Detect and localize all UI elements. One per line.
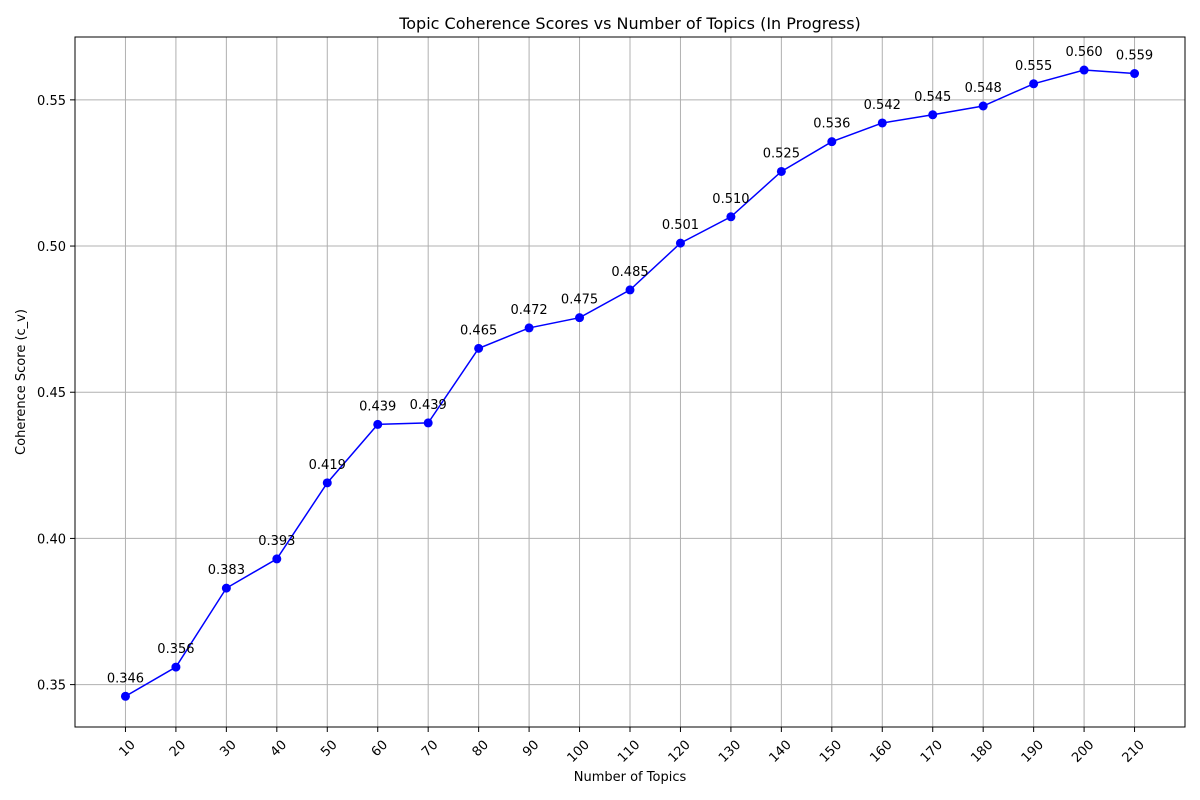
x-tick-label: 70	[419, 738, 441, 760]
y-tick-label: 0.40	[37, 532, 66, 547]
data-label: 0.346	[107, 671, 144, 686]
data-label: 0.559	[1116, 49, 1153, 64]
data-labels: 0.346 0.356 0.383 0.393 0.419 0.439 0.439 0.465…	[107, 45, 1153, 686]
x-axis-label: Number of Topics	[574, 770, 687, 785]
data-point	[423, 418, 433, 428]
data-point	[373, 419, 383, 429]
x-tick-label: 200	[1069, 738, 1097, 766]
y-axis: 0.35 0.40 0.45 0.50 0.55	[37, 94, 75, 694]
data-point	[272, 554, 282, 564]
y-tick-label: 0.45	[37, 386, 66, 401]
y-tick-label: 0.35	[37, 679, 66, 694]
data-label: 0.555	[1015, 59, 1052, 74]
data-point	[524, 323, 534, 333]
data-point	[171, 662, 181, 672]
data-label: 0.548	[965, 81, 1002, 96]
x-tick-label: 170	[918, 738, 946, 766]
x-tick-label: 30	[217, 738, 239, 760]
x-tick-label: 210	[1120, 738, 1148, 766]
data-label: 0.439	[410, 398, 447, 413]
data-point	[625, 285, 635, 295]
x-tick-label: 190	[1019, 738, 1047, 766]
data-point	[120, 691, 130, 701]
y-tick-label: 0.50	[37, 240, 66, 255]
data-point	[1130, 69, 1140, 79]
chart-title: Topic Coherence Scores vs Number of Topi…	[398, 14, 861, 33]
data-point	[1079, 65, 1089, 75]
data-point	[575, 313, 585, 323]
data-point	[1029, 79, 1039, 89]
x-tick-label: 130	[716, 738, 744, 766]
x-tick-label: 180	[968, 738, 996, 766]
x-tick-label: 40	[268, 738, 290, 760]
data-label: 0.510	[712, 192, 749, 207]
x-axis: 10 20 30 40 50 60 70 80 90 100 110 120 130 140 150 160 1…	[116, 727, 1148, 766]
x-tick-label: 100	[565, 738, 593, 766]
x-tick-label: 80	[470, 738, 492, 760]
data-point	[877, 118, 887, 128]
x-tick-label: 50	[318, 738, 340, 760]
series-layer	[120, 65, 1140, 701]
data-point	[474, 343, 484, 353]
data-label: 0.439	[359, 399, 396, 414]
x-tick-label: 20	[167, 738, 189, 760]
data-point	[978, 101, 988, 111]
data-label: 0.472	[510, 303, 547, 318]
data-label: 0.542	[864, 98, 901, 113]
data-label: 0.393	[258, 534, 295, 549]
data-label: 0.501	[662, 218, 699, 233]
data-point	[221, 583, 231, 593]
x-tick-label: 160	[867, 738, 895, 766]
data-point	[675, 238, 685, 248]
data-label: 0.560	[1065, 45, 1102, 60]
grid	[75, 37, 1185, 727]
data-label: 0.545	[914, 90, 951, 105]
data-label: 0.536	[813, 117, 850, 132]
x-tick-label: 110	[615, 738, 643, 766]
x-tick-label: 120	[666, 738, 694, 766]
data-label: 0.419	[309, 458, 346, 473]
data-label: 0.465	[460, 323, 497, 338]
x-tick-label: 10	[116, 738, 138, 760]
y-axis-label: Coherence Score (c_v)	[14, 309, 29, 455]
data-point	[827, 137, 837, 147]
data-point	[928, 110, 938, 120]
data-point	[726, 212, 736, 222]
data-point	[776, 166, 786, 176]
data-label: 0.383	[208, 563, 245, 578]
data-label: 0.475	[561, 293, 598, 308]
x-tick-label: 90	[520, 738, 542, 760]
data-label: 0.356	[157, 642, 194, 657]
data-label: 0.525	[763, 146, 800, 161]
data-label: 0.485	[611, 265, 648, 280]
data-point	[322, 478, 332, 488]
x-tick-label: 150	[817, 738, 845, 766]
y-tick-label: 0.55	[37, 94, 66, 109]
x-tick-label: 60	[369, 738, 391, 760]
x-tick-label: 140	[766, 738, 794, 766]
